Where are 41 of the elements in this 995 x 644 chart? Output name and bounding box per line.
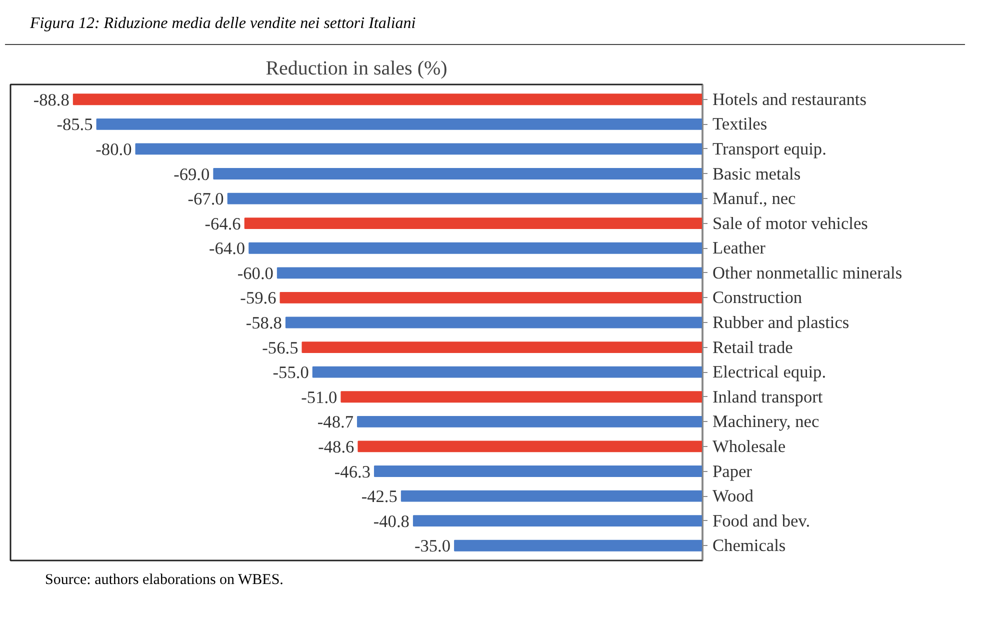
data-label: -55.0 bbox=[272, 362, 309, 382]
chart-subtitle: Reduction in sales (%) bbox=[266, 57, 448, 80]
y-tick-label: Paper bbox=[712, 462, 752, 481]
y-tick-label: Wood bbox=[712, 486, 754, 506]
data-label: -64.0 bbox=[209, 238, 246, 258]
data-label: -56.5 bbox=[262, 338, 298, 358]
y-tick-label: Wholesale bbox=[712, 436, 786, 456]
chart-title: Figura 12: Riduzione media delle vendite nei settori Italiani bbox=[30, 14, 416, 34]
y-tick-label: Textiles bbox=[712, 114, 768, 134]
y-tick-label: Hotels and restaurants bbox=[712, 90, 867, 109]
data-label: -67.0 bbox=[188, 189, 224, 208]
y-tick-label: Chemicals bbox=[712, 536, 786, 555]
data-label: -40.8 bbox=[373, 512, 410, 531]
data-label: -64.6 bbox=[204, 214, 242, 234]
y-tick-label: Transport equip. bbox=[712, 139, 826, 158]
data-label: -48.6 bbox=[318, 437, 355, 456]
data-label: -88.8 bbox=[33, 90, 70, 110]
y-tick-label: Food and bev. bbox=[712, 511, 810, 530]
source-note: Source: authors elaborations on WBES. bbox=[45, 570, 284, 590]
data-label: -58.8 bbox=[246, 313, 282, 332]
y-tick-label: Machinery, nec bbox=[712, 412, 820, 432]
y-tick-label: Rubber and plastics bbox=[712, 312, 850, 332]
data-label: -69.0 bbox=[174, 164, 210, 184]
y-tick-label: Construction bbox=[712, 288, 802, 308]
data-label: -46.3 bbox=[334, 462, 371, 482]
data-label: -59.6 bbox=[240, 288, 277, 308]
y-tick-label: Leather bbox=[712, 238, 766, 258]
y-tick-label: Manuf., nec bbox=[712, 188, 796, 208]
data-label: -51.0 bbox=[301, 388, 338, 407]
data-label: -35.0 bbox=[414, 536, 451, 556]
y-tick-label: Sale of motor vehicles bbox=[712, 214, 868, 233]
data-label: -60.0 bbox=[237, 264, 274, 283]
y-tick-label: Retail trade bbox=[712, 338, 794, 357]
y-tick-label: Inland transport bbox=[712, 387, 823, 406]
data-label: -85.5 bbox=[56, 115, 93, 134]
data-label: -42.5 bbox=[361, 486, 398, 506]
data-label: -80.0 bbox=[96, 140, 132, 159]
y-tick-label: Electrical equip. bbox=[712, 362, 826, 382]
data-label: -48.7 bbox=[317, 412, 354, 432]
y-tick-label: Other nonmetallic minerals bbox=[712, 263, 902, 282]
y-tick-label: Basic metals bbox=[712, 164, 801, 184]
